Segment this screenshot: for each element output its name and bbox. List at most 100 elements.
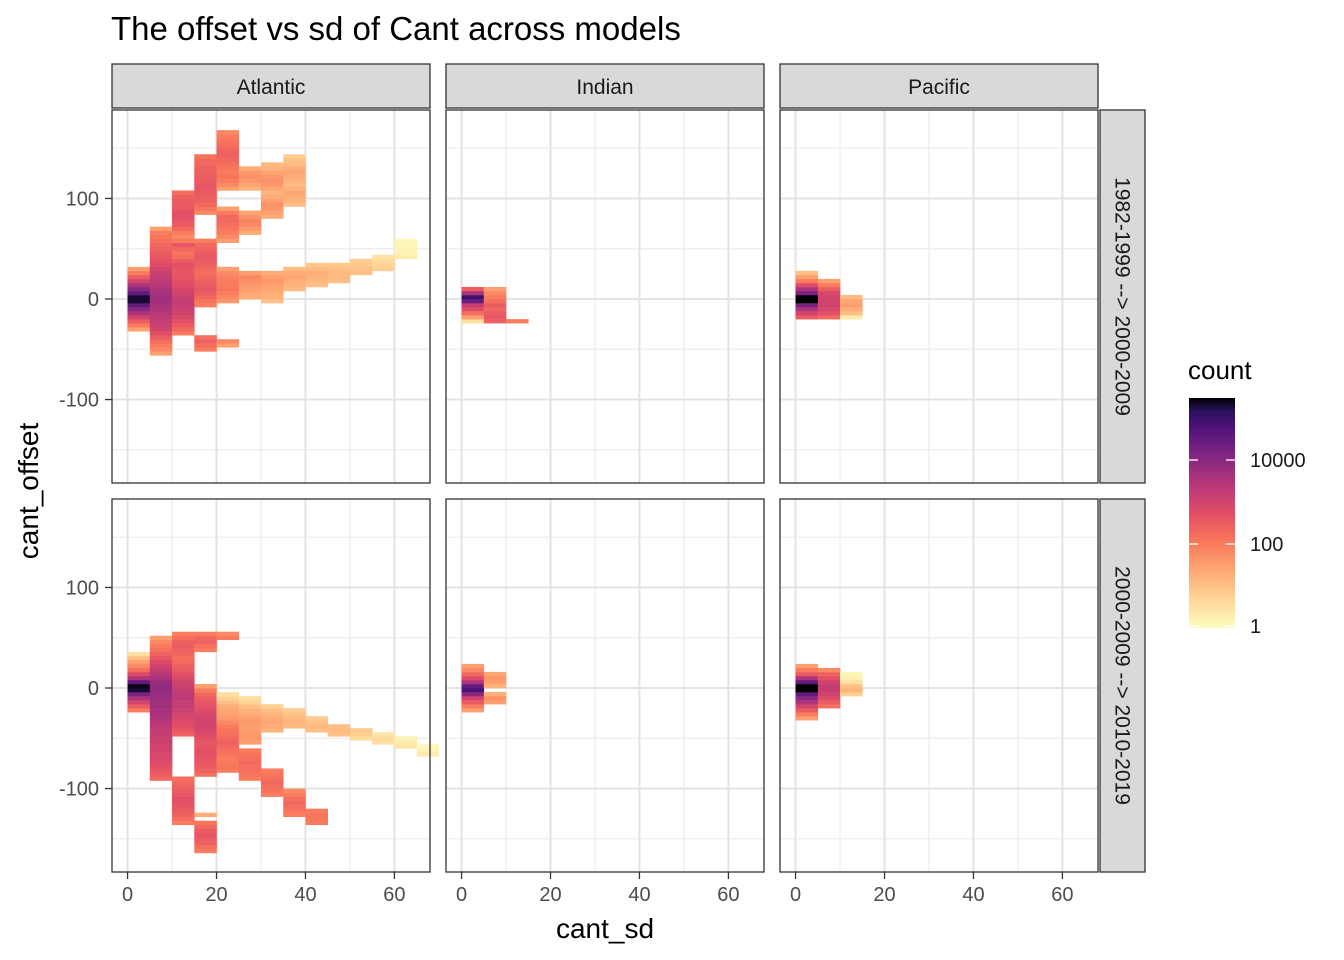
- heat-tile: [216, 752, 240, 757]
- heat-tile: [172, 651, 195, 657]
- heat-tile: [238, 178, 262, 183]
- heat-tile: [194, 182, 217, 187]
- heat-tile: [817, 696, 841, 701]
- heat-tile: [260, 712, 284, 717]
- heat-tile: [795, 675, 819, 681]
- heat-tile: [216, 756, 240, 761]
- heat-tile: [327, 724, 351, 729]
- heat-tile: [349, 736, 373, 741]
- heat-tile: [172, 294, 195, 300]
- heat-tile: [172, 728, 195, 733]
- heat-tile: [283, 154, 306, 159]
- heat-tile: [127, 274, 151, 280]
- heat-tile: [194, 688, 217, 693]
- heat-tile: [817, 294, 841, 300]
- heat-tile: [194, 262, 217, 268]
- heat-tile: [149, 647, 173, 653]
- heat-tile: [461, 299, 485, 304]
- heat-tile: [372, 740, 395, 745]
- heat-tile: [172, 667, 195, 673]
- heat-tile: [216, 748, 240, 753]
- heat-tile: [238, 182, 262, 187]
- heat-tile: [194, 768, 217, 773]
- legend-colorbar: [1189, 398, 1235, 628]
- heat-tile: [216, 728, 240, 733]
- heat-tile: [194, 683, 217, 689]
- heat-tile: [149, 327, 173, 332]
- heat-tile: [194, 343, 217, 348]
- heat-tile: [238, 724, 262, 729]
- heat-tile: [194, 828, 217, 834]
- heat-tile: [305, 278, 329, 284]
- heat-tile: [194, 728, 217, 733]
- heat-tile: [283, 178, 306, 183]
- heat-tile: [172, 210, 195, 215]
- heat-tile: [817, 679, 841, 685]
- heat-tile: [461, 315, 485, 320]
- panel-atlantic-row-2: [111, 498, 440, 873]
- x-tick-label: 40: [628, 884, 650, 906]
- heat-tile: [149, 339, 173, 344]
- y-tick-label: -100: [59, 779, 99, 801]
- heat-tile: [149, 319, 173, 324]
- heat-tile: [372, 254, 395, 260]
- heat-tile: [483, 294, 507, 300]
- heat-tile: [127, 299, 151, 304]
- heat-tile: [172, 311, 195, 316]
- heat-tile: [327, 278, 351, 284]
- heat-tile: [149, 254, 173, 260]
- heat-tile: [149, 675, 173, 681]
- heat-tile: [149, 230, 173, 235]
- heat-tile: [461, 688, 485, 693]
- heat-tile: [260, 792, 284, 797]
- heat-tile: [194, 178, 217, 183]
- heat-tile: [127, 675, 151, 681]
- heat-tile: [216, 134, 240, 139]
- heat-tile: [283, 158, 306, 163]
- heat-tile: [238, 290, 262, 296]
- panel-indian-row-1: [445, 109, 765, 484]
- heat-tile: [260, 728, 284, 733]
- heat-tile: [283, 800, 306, 805]
- heat-tile: [127, 655, 151, 661]
- heat-tile: [238, 174, 262, 179]
- heat-tile: [149, 286, 173, 292]
- heat-tile: [260, 190, 284, 195]
- heat-tile: [283, 182, 306, 187]
- heat-tile: [305, 282, 329, 288]
- heat-tile: [260, 202, 284, 207]
- strip-atlantic: [111, 63, 431, 109]
- heat-tile: [238, 218, 262, 223]
- heat-tile: [795, 667, 819, 673]
- heat-tile: [127, 311, 151, 316]
- heat-tile: [305, 270, 329, 276]
- heat-tile: [172, 230, 195, 235]
- x-tick-label: 20: [205, 884, 227, 906]
- heat-tile: [817, 671, 841, 677]
- heat-tile: [238, 768, 262, 773]
- heat-tile: [283, 724, 306, 729]
- heat-tile: [149, 639, 173, 645]
- heat-tile: [127, 659, 151, 665]
- heat-tile: [149, 752, 173, 757]
- heat-tile: [305, 262, 329, 268]
- heat-tile: [795, 712, 819, 717]
- panel-pacific-row-1: [779, 109, 1099, 484]
- heat-tile: [149, 663, 173, 669]
- heat-tile: [372, 736, 395, 741]
- heat-tile: [172, 286, 195, 292]
- heat-tile: [149, 311, 173, 316]
- heat-tile: [172, 270, 195, 276]
- heat-tile: [817, 315, 841, 320]
- x-tick-label: 40: [962, 884, 984, 906]
- heat-tile: [172, 254, 195, 260]
- heat-tile: [172, 319, 195, 324]
- heat-tile: [283, 162, 306, 167]
- heat-tile: [238, 186, 262, 191]
- heat-tile: [216, 732, 240, 737]
- heat-tile: [194, 631, 217, 637]
- panel-pacific-row-2: [779, 498, 1099, 873]
- heat-tile: [194, 832, 217, 838]
- heat-tile: [194, 696, 217, 701]
